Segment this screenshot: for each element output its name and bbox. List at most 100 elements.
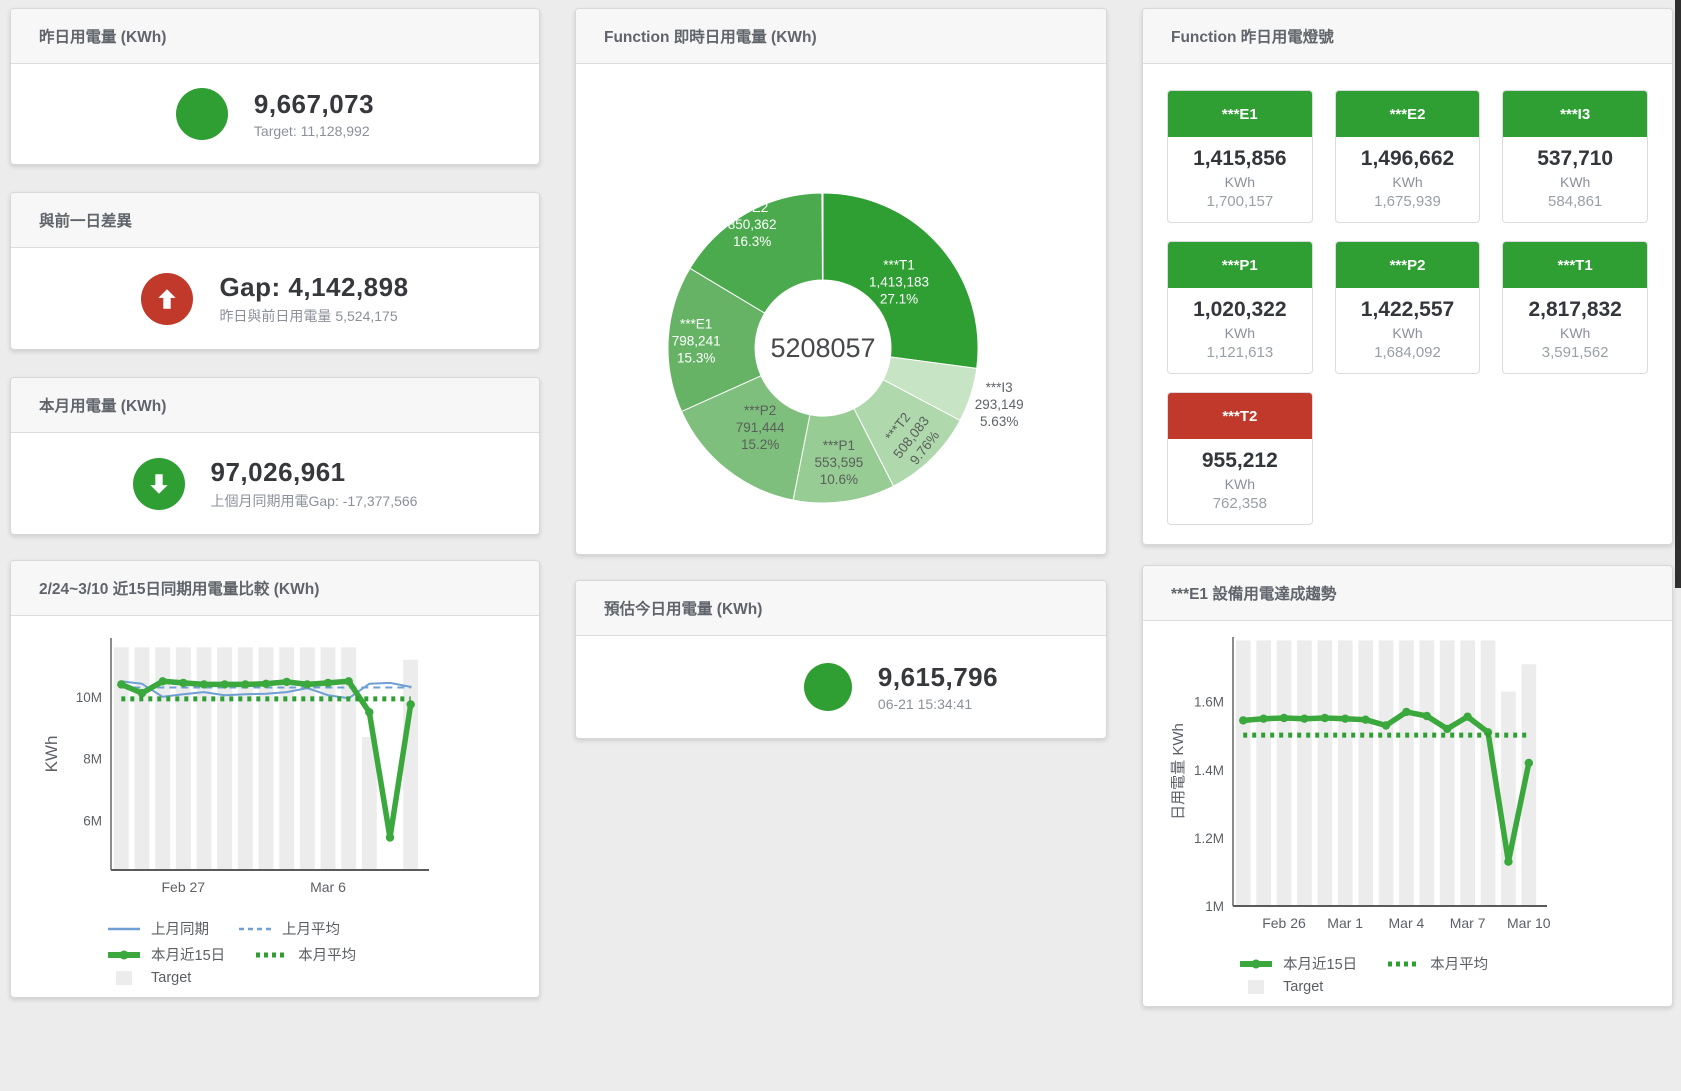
svg-text:10M: 10M [76,690,102,705]
legend-line-swatch [108,927,140,930]
legend-row: 上月同期 上月平均 [106,918,539,939]
status-circle-green [803,663,852,711]
tile-target: 1,684,092 [1374,344,1441,361]
today-estimate-timestamp: 06-21 15:34:41 [877,696,973,712]
panel-header: 2/24~3/10 近15日同期用電量比較 (KWh) [11,561,539,616]
tile-unit: KWh [1559,174,1591,190]
tile-unit: KWh [1392,174,1423,190]
svg-text:1.2M: 1.2M [1194,831,1224,846]
light-tile-e1: ***E1 1,415,856 KWh 1,700,157 [1167,90,1313,223]
svg-text:KWh: KWh [42,736,61,773]
up-arrow-icon [158,288,177,309]
legend-label: 上月平均 [282,922,340,938]
light-tile-t1: ***T1 2,817,832 KWh 3,591,562 [1502,241,1648,374]
e1-trend-chart[interactable]: 1M 1.2M 1.4M 1.6M Feb 26 Mar 1 Mar 4 Mar 7 Mar 1… [1143,621,1670,951]
tile-value: 1,020,322 [1193,298,1287,321]
tile-unit: KWh [1224,476,1255,492]
legend-label: Target [1283,979,1324,995]
svg-text:5208057: 5208057 [770,333,875,363]
status-circle-green [175,88,228,140]
legend-item[interactable]: 本月近15日 [106,944,225,965]
tile-value: 955,212 [1201,449,1278,472]
lights-grid: ***E1 1,415,856 KWh 1,700,157 ***E2 1,496,662… [1143,64,1672,544]
realtime-usage-donut-chart[interactable]: ***T1 1,413,183 27.1%***I3 293,149 5.63%***T… [576,64,1104,552]
legend-item[interactable]: 本月平均 [1385,953,1488,974]
e1-trend-legend: 本月近15日 本月平均 Target [1143,953,1672,995]
svg-text:Mar 10: Mar 10 [1507,915,1551,931]
legend-item[interactable]: 上月同期 [106,918,209,939]
svg-text:Mar 1: Mar 1 [1327,915,1363,931]
legend-box-swatch [1248,980,1264,994]
day-gap-value: Gap: 4,142,898 [219,271,409,302]
legend-label: 本月平均 [1430,957,1489,973]
legend-row: Target [1238,979,1672,995]
legend-row: 本月近15日 本月平均 [1238,953,1672,974]
tile-target: 1,675,939 [1374,193,1441,210]
panel-header: Function 即時日用電量 (KWh) [576,9,1106,64]
right-edge-scrollbar[interactable] [1675,0,1681,588]
legend-label: 本月近15日 [1283,957,1358,973]
svg-text:日用電量 KWh: 日用電量 KWh [1170,723,1187,820]
tile-status-header: ***T1 [1503,242,1647,288]
tile-unit: KWh [1559,325,1591,341]
tile-value: 1,415,856 [1193,147,1287,170]
legend-item[interactable]: 本月近15日 [1238,953,1357,974]
legend-thickline-swatch [108,950,140,959]
tile-target: 762,358 [1212,495,1267,512]
panel-header: ***E1 設備用電達成趨勢 [1143,566,1672,621]
tile-body: 537,710 KWh 584,861 [1503,137,1647,222]
panel-header: Function 昨日用電燈號 [1143,9,1672,64]
tile-value: 1,422,557 [1360,298,1455,321]
month-usage-value: 97,026,961 [210,456,346,487]
svg-text:6M: 6M [83,814,102,829]
legend-dots-swatch [256,952,288,957]
tile-unit: KWh [1224,325,1255,341]
legend-item[interactable]: 本月平均 [253,944,356,965]
tile-body: 1,422,557 KWh 1,684,092 [1336,288,1480,373]
light-tile-p1: ***P1 1,020,322 KWh 1,121,613 [1167,241,1313,374]
tile-status-header: ***T2 [1168,393,1312,439]
light-tile-e2: ***E2 1,496,662 KWh 1,675,939 [1334,90,1481,223]
legend-thickline-swatch [1240,959,1272,968]
legend-row: Target [106,970,539,986]
panel-header: 昨日用電量 (KWh) [11,9,539,64]
panel-header: 與前一日差異 [11,193,539,248]
panel-header: 預估今日用電量 (KWh) [576,581,1106,636]
panel-title: 預估今日用電量 (KWh) [604,601,763,618]
panel-yesterday-lights: Function 昨日用電燈號 ***E1 1,415,856 KWh 1,700,1… [1142,8,1673,545]
tile-status-header: ***P2 [1335,242,1480,288]
tile-target: 3,591,562 [1541,344,1609,361]
svg-text:Mar 4: Mar 4 [1389,915,1425,931]
panel-title: Function 昨日用電燈號 [1171,29,1334,46]
compare15-chart[interactable]: 6M 8M 10M Feb 27 Mar 6 KWh [11,616,537,916]
svg-text:8M: 8M [83,752,102,767]
yesterday-usage-target: Target: 11,128,992 [253,123,370,139]
legend-item[interactable]: Target [1238,979,1323,995]
svg-text:1.4M: 1.4M [1194,763,1224,778]
legend-box-swatch [116,971,132,985]
light-tile-p2: ***P2 1,422,557 KWh 1,684,092 [1334,241,1481,374]
legend-item[interactable]: 上月平均 [237,918,340,939]
legend-dots-swatch [1388,961,1420,966]
legend-row: 本月近15日 本月平均 [106,944,539,965]
svg-text:Mar 6: Mar 6 [310,879,346,895]
tile-status-header: ***E2 [1335,91,1480,137]
panel-day-gap: 與前一日差異 Gap: 4,142,898 昨日與前日用電量 5,524,175 [10,192,540,350]
tile-body: 1,020,322 KWh 1,121,613 [1168,288,1312,373]
legend-label: 本月近15日 [151,948,226,964]
panel-title: 2/24~3/10 近15日同期用電量比較 (KWh) [39,581,320,598]
tile-body: 1,415,856 KWh 1,700,157 [1168,137,1312,222]
legend-label: 上月同期 [151,922,209,938]
tile-body: 2,817,832 KWh 3,591,562 [1503,288,1647,373]
down-arrow-icon [149,473,168,494]
svg-text:Mar 7: Mar 7 [1450,915,1486,931]
panel-15day-compare: 2/24~3/10 近15日同期用電量比較 (KWh) 6M 8M 10M Feb 2… [10,560,540,998]
svg-text:Feb 26: Feb 26 [1262,915,1306,931]
tile-body: 955,212 KWh 762,358 [1168,439,1312,524]
legend-item[interactable]: Target [106,970,191,986]
panel-title: ***E1 設備用電達成趨勢 [1171,586,1337,603]
